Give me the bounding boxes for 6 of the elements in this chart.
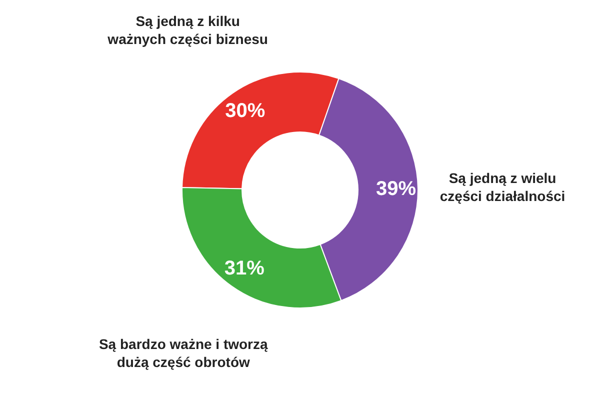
data-label: 30% <box>225 100 266 122</box>
data-label: 31% <box>224 257 265 280</box>
slice-label: Są jedną z kilku ważnych części biznesu <box>106 13 268 47</box>
data-label: 39% <box>376 178 416 200</box>
slice-label: Są jedną z wielu części działalności <box>440 170 566 204</box>
slice-label: Są bardzo ważne i tworzą dużą część obrotów <box>98 336 268 370</box>
